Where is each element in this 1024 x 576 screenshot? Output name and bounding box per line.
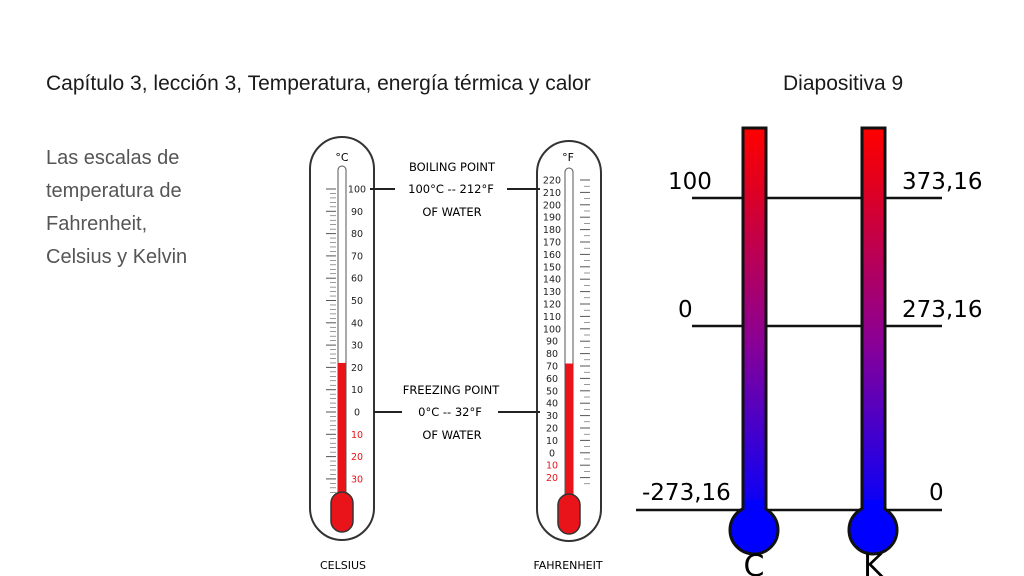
scale-label: 190 <box>543 213 561 224</box>
celsius-unit-label: °C <box>335 151 349 164</box>
scale-label: 210 <box>543 188 561 199</box>
boiling-point-values: 100°C -- 212°F <box>408 182 494 196</box>
slide-title: Capítulo 3, lección 3, Temperatura, ener… <box>46 72 591 95</box>
scale-label: 30 <box>546 411 558 422</box>
scale-label: 50 <box>546 386 558 397</box>
scale-label: 10 <box>546 461 558 472</box>
scale-label: 70 <box>351 251 363 262</box>
scale-label: 80 <box>546 349 558 360</box>
scale-label: 30 <box>351 341 363 352</box>
scale-label: 20 <box>351 363 363 374</box>
scale-label: 160 <box>543 250 561 261</box>
freezing-point-title: FREEZING POINT <box>403 383 501 397</box>
celsius-ticks <box>326 188 336 493</box>
scale-label: 20 <box>546 424 558 435</box>
kelvin-tube-letter: K <box>863 549 884 576</box>
celsius-level-0: 0 <box>678 297 693 323</box>
fahrenheit-ticks <box>580 179 590 485</box>
scale-label: 130 <box>543 287 561 298</box>
subtitle-text: Las escalas de temperatura de Fahrenheit… <box>46 142 246 274</box>
celsius-level-100: 100 <box>668 169 712 195</box>
scale-label: 20 <box>546 473 558 484</box>
fahrenheit-bulb <box>557 493 581 535</box>
scale-label: 140 <box>543 275 561 286</box>
celsius-gradient-tube <box>741 126 768 520</box>
scale-label: 180 <box>543 225 561 236</box>
celsius-tube-letter: C <box>744 549 765 576</box>
freezing-point-values: 0°C -- 32°F <box>418 405 482 419</box>
scale-label: 20 <box>351 452 363 463</box>
fahrenheit-mercury-column <box>565 363 573 500</box>
subtitle-line: Celsius y Kelvin <box>46 246 188 268</box>
scale-label: 200 <box>543 200 561 211</box>
scale-label: 10 <box>351 385 363 396</box>
subtitle-line: Las escalas de <box>46 147 180 169</box>
boiling-point-subtitle: OF WATER <box>422 205 481 219</box>
kelvin-level-273: 273,16 <box>902 297 982 323</box>
subtitle-line: temperatura de <box>46 180 182 202</box>
fahrenheit-unit-label: °F <box>562 151 574 164</box>
scale-label: 100 <box>543 324 561 335</box>
scale-label: 10 <box>546 436 558 447</box>
subtitle-line: Fahrenheit, <box>46 213 148 235</box>
scale-label: 80 <box>351 229 363 240</box>
scale-label: 110 <box>543 312 561 323</box>
scale-label: 100 <box>348 185 366 196</box>
scale-label: 0 <box>549 448 555 459</box>
scale-label: 120 <box>543 300 561 311</box>
scale-label: 70 <box>546 362 558 373</box>
scale-label: 60 <box>546 374 558 385</box>
scale-label: 90 <box>351 207 363 218</box>
boiling-point-title: BOILING POINT <box>409 160 496 174</box>
celsius-mercury-column <box>338 362 346 500</box>
celsius-name-label: CELSIUS <box>320 559 366 572</box>
freezing-point-subtitle: OF WATER <box>422 428 481 442</box>
kelvin-gradient-tube <box>860 126 887 520</box>
slide-number: Diapositiva 9 <box>783 72 904 95</box>
scale-label: 10 <box>351 430 363 441</box>
scale-label: 0 <box>354 408 360 419</box>
scale-label: 50 <box>351 296 363 307</box>
scale-label: 220 <box>543 176 561 187</box>
scale-label: 40 <box>351 318 363 329</box>
scale-label: 60 <box>351 274 363 285</box>
kelvin-level-373: 373,16 <box>902 169 982 195</box>
fahrenheit-scale-labels: 2202102001901801701601501401301201101009… <box>543 176 561 485</box>
scale-label: 30 <box>351 474 363 485</box>
fahrenheit-name-label: FAHRENHEIT <box>533 559 602 572</box>
scale-label: 90 <box>546 337 558 348</box>
scale-label: 150 <box>543 262 561 273</box>
scale-label: 40 <box>546 399 558 410</box>
celsius-bulb <box>330 491 354 533</box>
scale-label: 170 <box>543 238 561 249</box>
celsius-level-absolute-zero: -273,16 <box>642 480 731 506</box>
kelvin-level-0: 0 <box>929 480 944 506</box>
